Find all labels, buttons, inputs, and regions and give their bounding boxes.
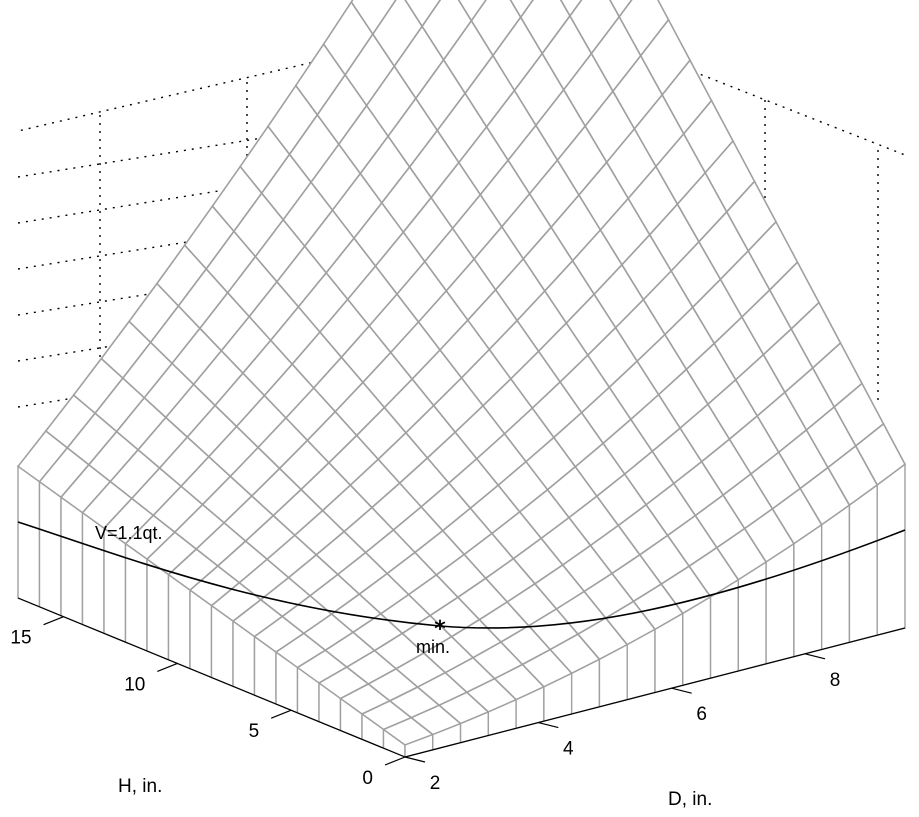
skirt-face [167, 573, 191, 670]
d-axis-tick-label: 8 [830, 670, 841, 691]
d-axis-line [404, 627, 906, 758]
d-axis-tick [671, 687, 692, 694]
skirt-face [765, 542, 795, 665]
d-axis-tick-label: 6 [696, 704, 707, 725]
h-axis-tick [157, 662, 178, 673]
h-axis-line [17, 597, 406, 758]
d-axis-tick [404, 756, 426, 763]
surface-face [559, 0, 583, 18]
volume-curve [17, 521, 906, 629]
skirt-face [103, 526, 127, 644]
skirt-face [60, 495, 84, 626]
minimum-marker: * [434, 617, 446, 642]
h-axis-tick-label: 10 [124, 674, 145, 695]
grid-line [17, 161, 401, 224]
h-axis-tick [384, 756, 406, 766]
d-axis-tick-label: 2 [430, 773, 441, 794]
h-axis-label: H, in. [118, 776, 162, 797]
h-axis-tick [43, 616, 64, 626]
constraint-label: V=1.1qt. [95, 523, 163, 543]
skirt-face [820, 503, 851, 651]
d-axis-tick [538, 722, 559, 729]
skirt-face [876, 462, 906, 637]
axes [17, 597, 906, 758]
surface-face [457, 0, 487, 23]
d-axis-tick-label: 4 [563, 739, 574, 760]
grid-line [17, 115, 401, 178]
skirt-face [848, 483, 878, 644]
h-axis-tick-label: 15 [10, 628, 31, 649]
skirt-face [189, 588, 213, 679]
skirt-face [124, 542, 148, 653]
constraint-curve [17, 521, 906, 629]
skirt-face [682, 595, 712, 687]
minimum-label: min. [416, 637, 450, 657]
h-axis-tick-label: 0 [362, 768, 373, 789]
d-axis-tick [804, 653, 826, 660]
skirt-face [17, 464, 41, 608]
surface-face [609, 0, 633, 19]
skirt-face [737, 560, 767, 672]
skirt-face [38, 480, 62, 617]
surface-skirt [17, 462, 906, 759]
h-axis-tick-label: 5 [249, 721, 260, 742]
h-axis-tick [270, 709, 292, 719]
skirt-face [146, 557, 170, 661]
skirt-face [793, 523, 823, 658]
d-axis-label: D, in. [668, 789, 712, 810]
surface-face [509, 0, 535, 19]
surface-mesh [16, 0, 907, 746]
